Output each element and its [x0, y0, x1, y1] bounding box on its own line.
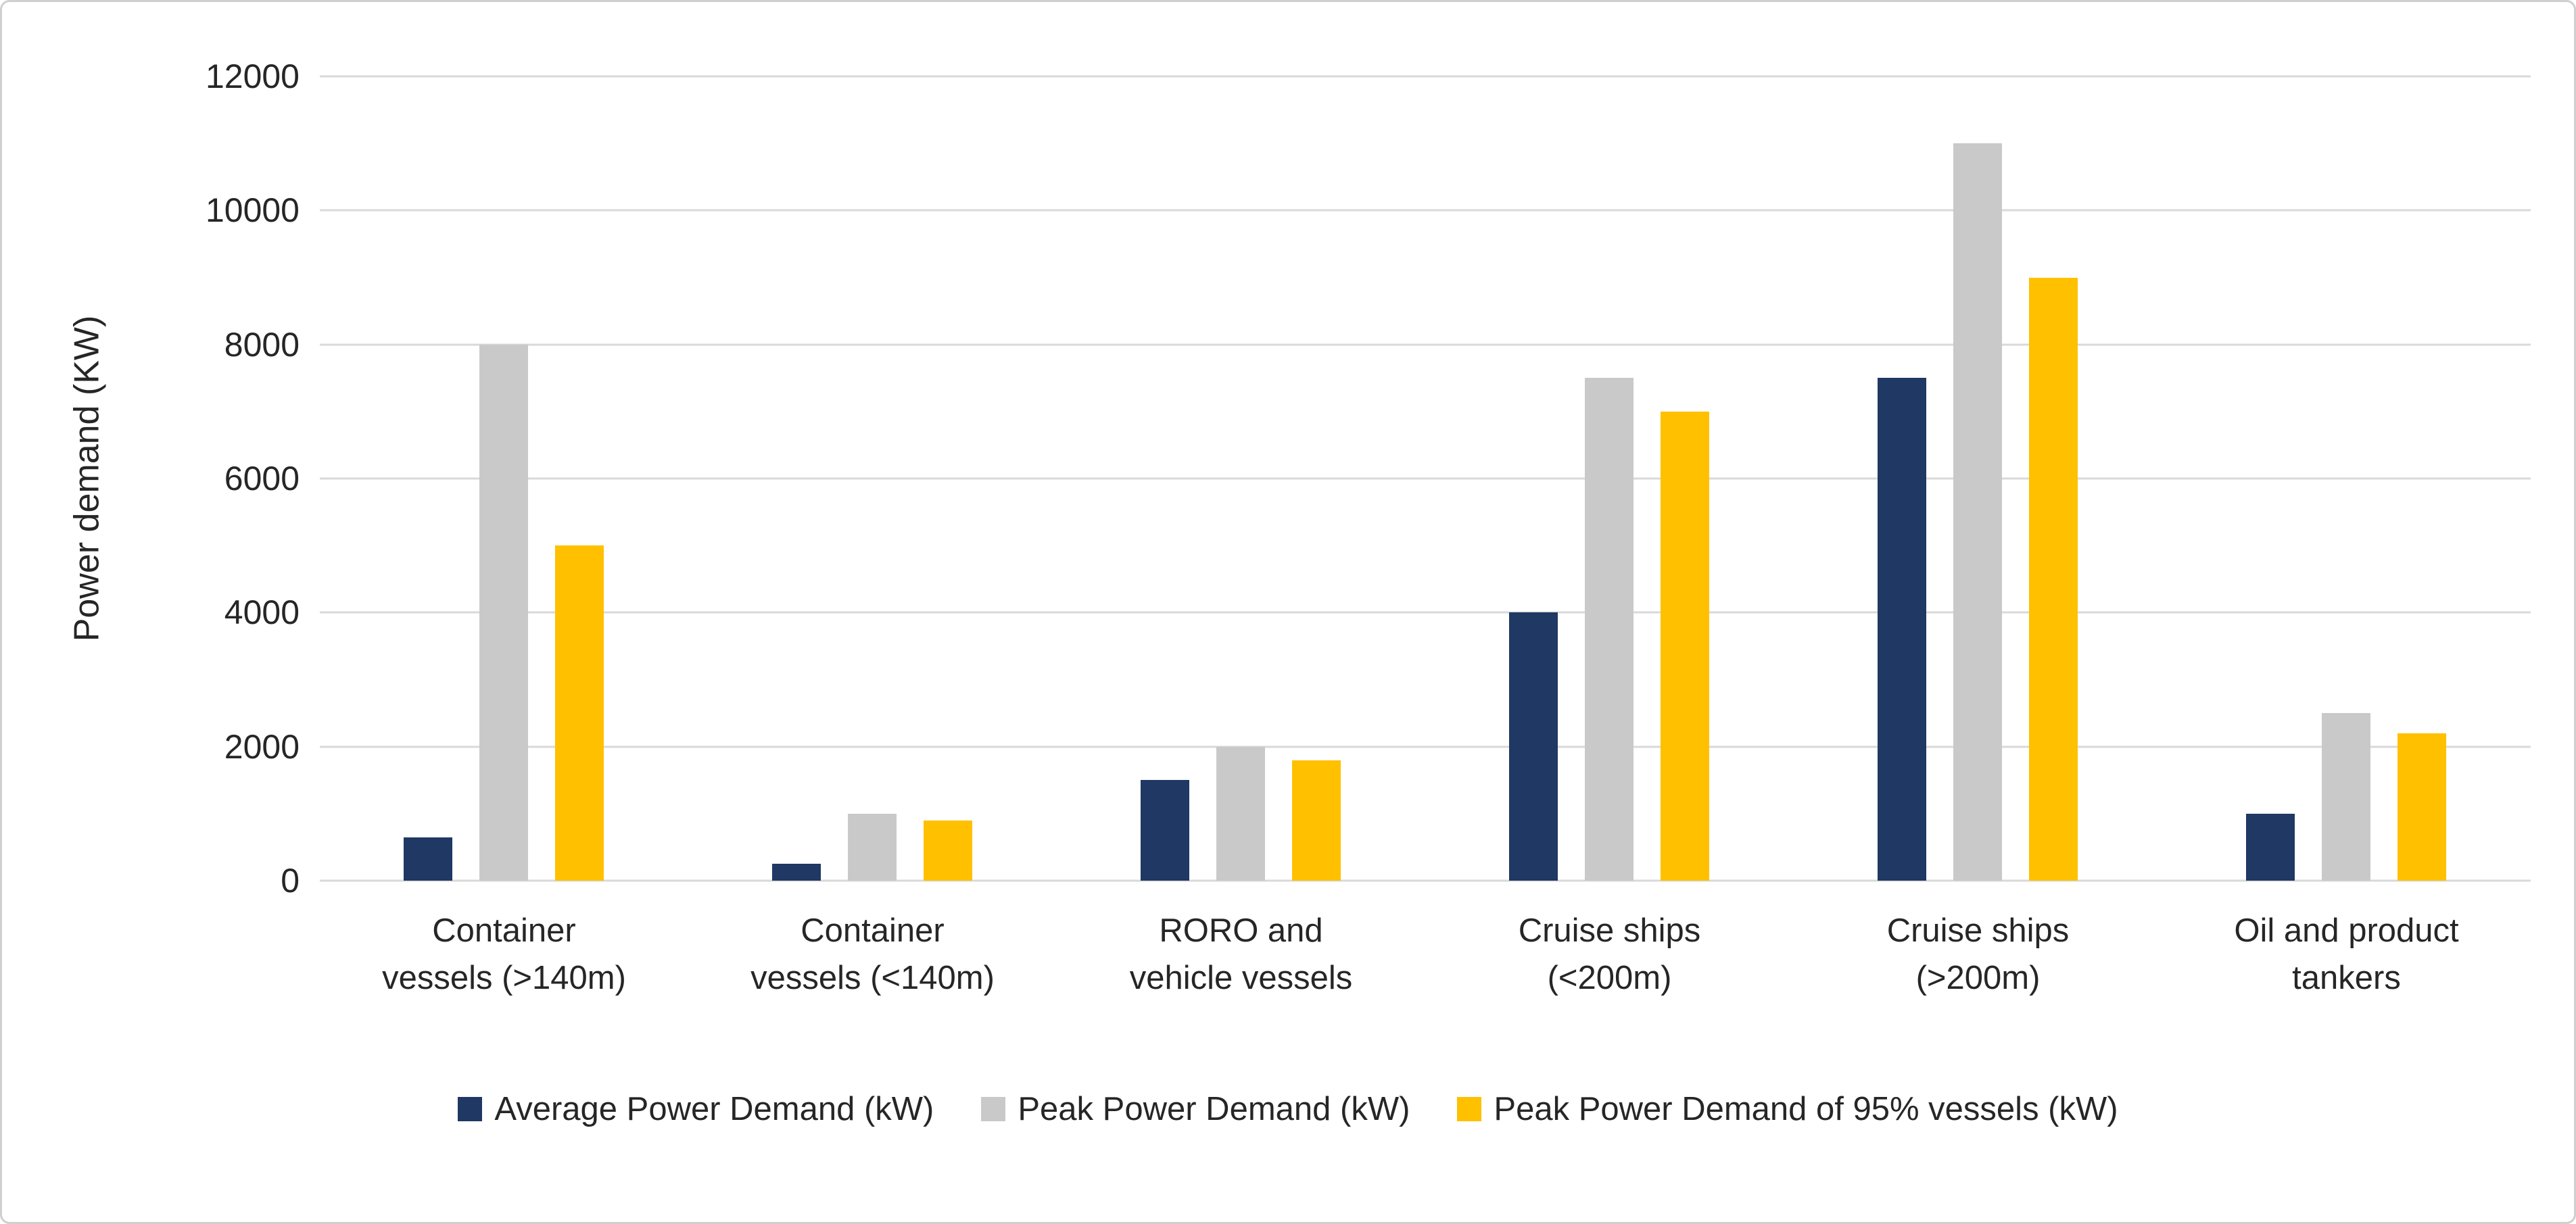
- bar-series-3-category-3: [1292, 760, 1341, 881]
- bar-series-1-category-1: [404, 837, 453, 881]
- bar-group-5: [1794, 76, 2162, 881]
- gridline: [320, 745, 2531, 748]
- legend-swatch-icon: [981, 1097, 1006, 1121]
- legend-item-1: Average Power Demand (kW): [458, 1090, 934, 1128]
- category-label-line: vehicle vessels: [1129, 959, 1353, 996]
- category-label-line: Container: [801, 912, 945, 949]
- bar-series-3-category-1: [555, 545, 604, 881]
- gridline: [320, 611, 2531, 614]
- category-label-6: Oil and product tankers: [2162, 908, 2531, 1002]
- x-axis-category-labels: Container vessels (>140m) Container vessels…: [320, 908, 2531, 1002]
- bar-series-1-category-3: [1141, 780, 1190, 881]
- bar-series-1-category-2: [772, 864, 821, 881]
- bar-series-2-category-5: [1953, 143, 2003, 881]
- category-label-line: RORO and: [1159, 912, 1323, 949]
- category-label-line: (>200m): [1915, 959, 2041, 996]
- bar-series-1-category-6: [2246, 813, 2295, 881]
- bar-series-1-category-4: [1509, 612, 1558, 881]
- category-label-line: Container: [432, 912, 576, 949]
- legend-label: Peak Power Demand (kW): [1018, 1091, 1410, 1127]
- y-tick-label: 10000: [205, 191, 300, 230]
- legend-item-3: Peak Power Demand of 95% vessels (kW): [1457, 1090, 2118, 1128]
- y-axis-tick-labels: 0 2000 4000 6000 8000 10000 12000: [2, 57, 300, 900]
- legend-label: Average Power Demand (kW): [494, 1091, 934, 1127]
- plot-area: [320, 75, 2531, 882]
- bar-series-2-category-4: [1585, 378, 1634, 881]
- gridline: [320, 209, 2531, 212]
- bar-group-1: [320, 76, 688, 881]
- bar-series-2-category-2: [848, 813, 897, 881]
- legend-swatch-icon: [1457, 1097, 1482, 1121]
- bar-series-3-category-6: [2398, 733, 2447, 881]
- category-label-line: vessels (<140m): [750, 959, 995, 996]
- category-label-2: Container vessels (<140m): [688, 908, 1057, 1002]
- legend-swatch-icon: [458, 1097, 483, 1121]
- gridline: [320, 879, 2531, 882]
- bar-series-1-category-5: [1878, 378, 1927, 881]
- bar-series-2-category-1: [479, 344, 529, 881]
- bar-group-4: [1425, 76, 1794, 881]
- bar-series-2-category-6: [2322, 713, 2371, 881]
- category-label-line: vessels (>140m): [382, 959, 626, 996]
- y-tick-label: 8000: [224, 325, 300, 364]
- bar-series-3-category-4: [1661, 411, 1710, 881]
- gridline: [320, 75, 2531, 78]
- legend: Average Power Demand (kW) Peak Power Dema…: [2, 1090, 2574, 1128]
- gridline: [320, 477, 2531, 480]
- legend-label: Peak Power Demand of 95% vessels (kW): [1494, 1091, 2118, 1127]
- bar-series-2-category-3: [1216, 746, 1266, 881]
- category-label-line: (<200m): [1547, 959, 1672, 996]
- bar-group-3: [1057, 76, 1425, 881]
- legend-item-2: Peak Power Demand (kW): [981, 1090, 1410, 1128]
- y-tick-label: 6000: [224, 460, 300, 497]
- y-tick-label: 4000: [224, 593, 300, 632]
- y-tick-label: 2000: [224, 727, 300, 766]
- bar-series-3-category-5: [2029, 277, 2078, 881]
- category-label-4: Cruise ships (<200m): [1425, 908, 1794, 1002]
- category-label-line: Oil and product: [2234, 912, 2459, 949]
- bar-group-6: [2162, 76, 2531, 881]
- category-label-line: Cruise ships: [1886, 912, 2070, 949]
- y-tick-label: 12000: [205, 57, 300, 95]
- bar-group-2: [688, 76, 1057, 881]
- category-label-3: RORO and vehicle vessels: [1057, 908, 1425, 1002]
- y-tick-label: 0: [281, 862, 300, 900]
- category-label-5: Cruise ships (>200m): [1794, 908, 2162, 1002]
- gridline: [320, 343, 2531, 346]
- category-label-line: tankers: [2292, 959, 2401, 996]
- category-label-line: Cruise ships: [1518, 912, 1701, 949]
- bar-series-3-category-2: [924, 820, 973, 881]
- category-label-1: Container vessels (>140m): [320, 908, 688, 1002]
